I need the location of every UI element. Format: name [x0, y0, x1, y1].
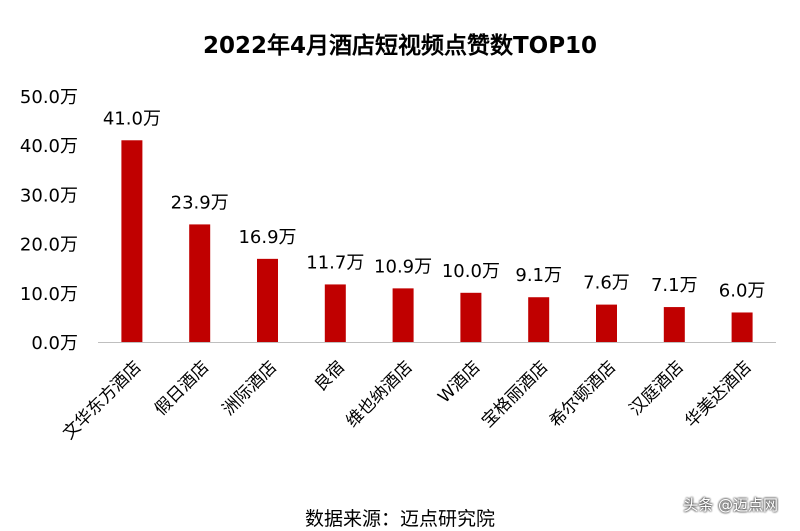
- bar-value-label: 9.1万: [515, 265, 562, 286]
- bar-value-label: 41.0万: [103, 108, 161, 129]
- bar-value-label: 16.9万: [238, 227, 296, 248]
- bar: [324, 284, 346, 342]
- x-tick-label: 华美达酒店: [681, 357, 755, 431]
- bar-value-label: 7.6万: [583, 273, 630, 294]
- bar: [663, 307, 685, 342]
- x-tick-label: 维也纳酒店: [342, 357, 416, 431]
- source-note: 数据来源：迈点研究院: [304, 508, 495, 530]
- y-tick-label: 10.0万: [20, 284, 78, 305]
- value-labels: 41.0万 23.9万 16.9万 11.7万 10.9万 10.0万 9.1万 7.6万 7.…: [103, 108, 766, 301]
- bar-value-label: 23.9万: [171, 192, 229, 213]
- x-tick-label: W酒店: [434, 357, 484, 407]
- bar: [121, 140, 143, 342]
- x-tick-label: 汉庭酒店: [626, 357, 688, 419]
- watermark: 头条 @迈点网: [683, 496, 778, 514]
- y-tick-label: 50.0万: [20, 87, 78, 108]
- y-tick-label: 40.0万: [20, 136, 78, 157]
- bar-value-label: 6.0万: [719, 280, 766, 301]
- y-tick-label: 0.0万: [31, 333, 78, 354]
- bar-value-label: 7.1万: [651, 275, 698, 296]
- bars: [121, 140, 753, 342]
- x-tick-label: 宝格丽酒店: [478, 357, 552, 431]
- bar: [189, 224, 211, 342]
- y-tick-label: 20.0万: [20, 235, 78, 256]
- bar: [392, 288, 414, 342]
- chart-title: 2022年4月酒店短视频点赞数TOP10: [202, 33, 598, 59]
- bar: [731, 312, 753, 342]
- x-tick-label: 希尔顿酒店: [546, 357, 620, 431]
- x-tick-label: 假日酒店: [151, 357, 213, 419]
- x-tick-label: 洲际酒店: [219, 357, 281, 419]
- x-tick-label: 文华东方酒店: [59, 357, 145, 443]
- bar-value-label: 11.7万: [306, 252, 364, 273]
- y-axis: 0.0万 10.0万 20.0万 30.0万 40.0万 50.0万: [20, 87, 78, 354]
- x-tick-label: 良宿: [311, 357, 349, 395]
- bar: [596, 304, 617, 342]
- bar: [460, 292, 482, 342]
- bar-value-label: 10.9万: [374, 256, 432, 277]
- y-tick-label: 30.0万: [20, 185, 78, 206]
- bar-value-label: 10.0万: [442, 261, 500, 282]
- bar: [257, 258, 278, 342]
- bar: [528, 297, 550, 342]
